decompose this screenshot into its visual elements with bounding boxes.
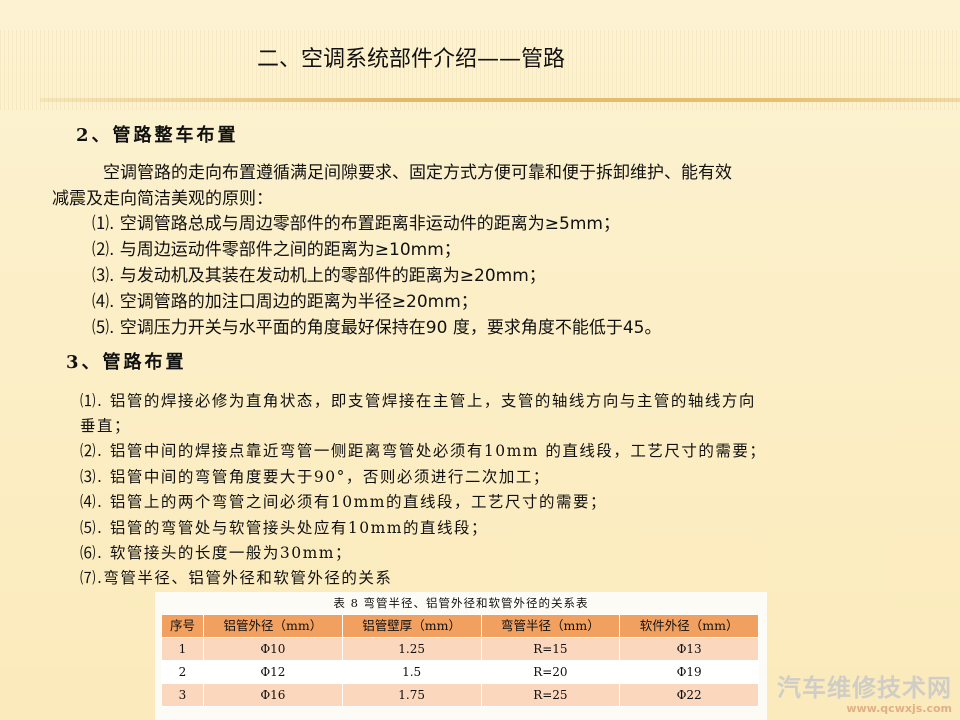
rule-item: ⑸. 空调压力开关与水平面的角度最好保持在90 度，要求角度不能低于45。 (92, 318, 662, 338)
layout-item: ⑺.弯管半径、铝管外径和软管外径的关系 (80, 569, 393, 587)
cell: 1.5 (341, 660, 482, 684)
cell: R=20 (480, 660, 621, 684)
column-header: 铝管壁厚（mm） (341, 614, 482, 638)
cell: Φ13 (619, 637, 759, 661)
rule-item: ⑷. 空调管路的加注口周边的距离为半径≥20mm； (92, 292, 478, 312)
rule-item: ⑶. 与发动机及其装在发动机上的零部件的距离为≥20mm； (92, 266, 546, 286)
layout-item: ⑴. 铝管的焊接必修为直角状态，即支管焊接在主管上，支管的轴线方向与主管的轴线方… (80, 392, 756, 410)
layout-item: 垂直； (80, 417, 132, 435)
cell: R=25 (480, 683, 621, 707)
column-header: 软件外径（mm） (619, 614, 759, 638)
table-row: 1 Φ10 1.25 R=15 Φ13 (161, 637, 759, 661)
layout-item: ⑵. 铝管中间的焊接点靠近弯管一侧距离弯管处必须有10mm 的直线段，工艺尺寸的… (80, 442, 767, 460)
watermark-url: www.qcwxjs.com (846, 702, 952, 715)
layout-item: ⑶. 铝管中间的弯管角度要大于90°，否则必须进行二次加工； (80, 468, 550, 486)
column-header: 铝管外径（mm） (203, 614, 343, 638)
slide-title: 二、空调系统部件介绍——管路 (257, 47, 566, 72)
cell: Φ10 (203, 637, 343, 661)
intro-line-2: 减震及走向简洁美观的原则： (52, 189, 273, 209)
cell: 1.25 (341, 637, 482, 661)
section-3-heading: 3、管路布置 (66, 352, 187, 373)
cell: Φ12 (203, 660, 343, 684)
layout-item: ⑷. 铝管上的两个弯管之间必须有10mm的直线段，工艺尺寸的需要； (80, 493, 607, 511)
table-header-row: 序号 铝管外径（mm） 铝管壁厚（mm） 弯管半径（mm） 软件外径（mm） (161, 614, 759, 638)
intro-line-1: 空调管路的走向布置遵循满足间隙要求、固定方式方便可靠和便于拆卸维护、能有效 (103, 163, 732, 183)
cell: Φ22 (619, 683, 759, 707)
column-header: 序号 (161, 614, 204, 638)
background-stripes (0, 30, 960, 110)
cell: Φ19 (619, 660, 759, 684)
cell: 1 (161, 637, 204, 661)
cell: 3 (161, 683, 204, 707)
cell: Φ16 (203, 683, 343, 707)
watermark-name: 汽车维修技术网 (777, 674, 952, 702)
cell: 1.75 (341, 683, 482, 707)
layout-item: ⑸. 铝管的弯管处与软管接头处应有10mm的直线段； (80, 519, 488, 537)
relation-table: 序号 铝管外径（mm） 铝管壁厚（mm） 弯管半径（mm） 软件外径（mm） 1… (161, 614, 759, 707)
table-row: 2 Φ12 1.5 R=20 Φ19 (161, 660, 759, 684)
column-header: 弯管半径（mm） (480, 614, 621, 638)
watermark-logo: 汽车维修技术网 www.qcwxjs.com (777, 674, 952, 716)
rule-item: ⑴. 空调管路总成与周边零部件的布置距离非运动件的距离为≥5mm； (92, 214, 620, 234)
divider (40, 98, 960, 102)
layout-item: ⑹. 软管接头的长度一般为30mm； (80, 544, 352, 562)
section-2-heading: 2、管路整车布置 (76, 125, 239, 146)
table-caption: 表 8 弯管半径、铝管外径和软管外径的关系表 (333, 596, 589, 610)
cell: 2 (161, 660, 204, 684)
rule-item: ⑵. 与周边运动件零部件之间的距离为≥10mm； (92, 240, 461, 260)
table-row: 3 Φ16 1.75 R=25 Φ22 (161, 683, 759, 707)
cell: R=15 (480, 637, 621, 661)
relation-table-image: 表 8 弯管半径、铝管外径和软管外径的关系表 序号 铝管外径（mm） 铝管壁厚（… (155, 592, 767, 720)
